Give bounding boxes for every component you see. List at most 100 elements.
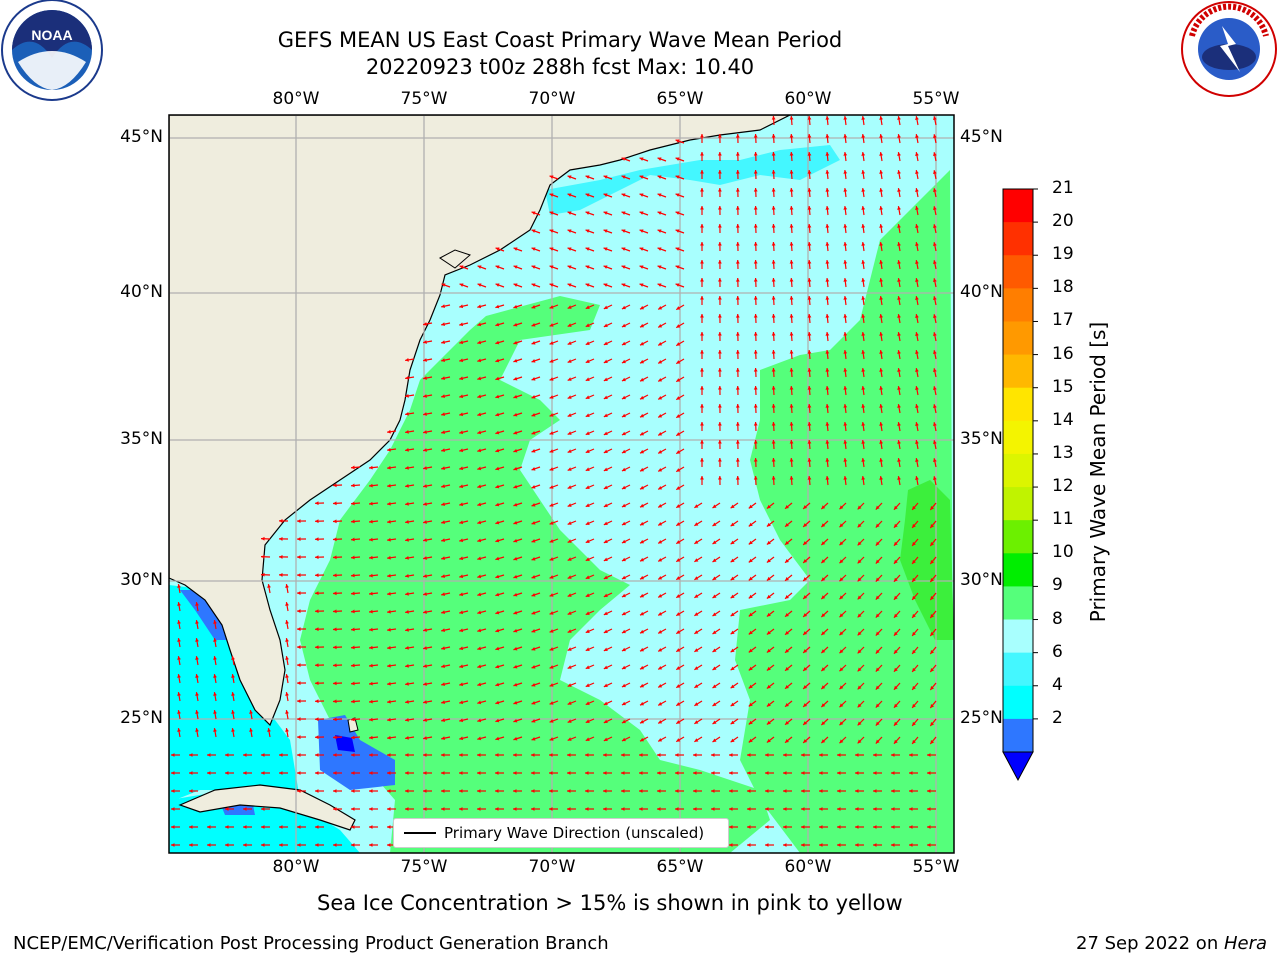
wave-arrow-head [477, 448, 482, 453]
wave-arrow-head [531, 430, 536, 435]
wave-arrow [771, 259, 776, 270]
wave-arrow [927, 771, 936, 775]
wave-arrow-head [771, 440, 776, 444]
wave-arrow [177, 728, 181, 738]
wave-arrow [789, 457, 794, 468]
wave-arrow [843, 421, 848, 432]
wave-arrow [807, 169, 812, 180]
wave-arrow-head [315, 789, 319, 793]
wave-arrow-head [531, 520, 536, 525]
wave-arrow [278, 518, 289, 523]
wave-arrow [314, 627, 325, 632]
wave-arrow [549, 574, 559, 579]
wave-arrow-head [405, 681, 409, 686]
wave-arrow-head [909, 771, 913, 775]
wave-arrow [296, 645, 307, 649]
wave-arrow [712, 646, 721, 653]
wave-arrow [784, 592, 793, 600]
wave-arrow-head [297, 555, 301, 559]
wave-arrow-head [640, 305, 645, 310]
wave-arrow-head [459, 664, 464, 669]
wave-arrow-head [369, 681, 373, 686]
wave-arrow [802, 646, 811, 654]
wave-arrow-head [825, 242, 830, 246]
wave-arrow-head [477, 265, 482, 269]
wave-arrow-head [658, 648, 663, 652]
wave-arrow-head [441, 322, 446, 327]
wave-arrow [495, 718, 505, 723]
wave-arrow [387, 555, 397, 560]
wave-arrow [700, 169, 704, 180]
wave-arrow [933, 332, 937, 342]
wave-arrow [879, 476, 884, 486]
wave-arrow-head [933, 422, 937, 427]
wave-arrow [405, 465, 415, 470]
wave-arrow [873, 789, 882, 793]
wave-arrow [861, 224, 866, 234]
wave-arrow [748, 718, 757, 725]
wave-arrow-head [735, 170, 740, 174]
wave-arrow [807, 421, 812, 432]
wave-arrow [387, 447, 397, 452]
wave-arrow-head [789, 458, 794, 462]
wave-arrow-head [459, 430, 464, 435]
wave-arrow-head [477, 520, 482, 525]
wave-arrow-head [477, 628, 482, 633]
wave-arrow-head [694, 666, 699, 670]
wave-arrow [513, 789, 522, 793]
wave-arrow-head [807, 458, 812, 462]
wave-arrow [441, 718, 451, 723]
wave-arrow-head [195, 638, 199, 642]
wave-arrow-head [495, 736, 500, 741]
wave-arrow [909, 807, 918, 811]
wave-arrow-head [915, 188, 919, 192]
wave-arrow [549, 628, 559, 633]
wave-arrow [477, 520, 487, 525]
colorbar-segment [1003, 189, 1033, 223]
wave-arrow [861, 188, 866, 198]
wave-arrow [296, 717, 307, 721]
wave-arrow-head [513, 412, 518, 417]
wave-arrow [700, 475, 704, 486]
wave-arrow-head [225, 753, 229, 757]
wave-arrow-head [694, 576, 699, 580]
wave-arrow-head [513, 592, 518, 597]
wave-arrow-head [549, 593, 554, 597]
wave-arrow [603, 412, 613, 418]
wave-arrow-head [839, 649, 844, 654]
wave-arrow-head [857, 541, 862, 546]
wave-arrow-head [675, 139, 680, 143]
wave-arrow [784, 520, 793, 528]
wave-arrow [915, 458, 919, 468]
wave-arrow [621, 610, 631, 616]
wave-arrow [717, 475, 722, 486]
wave-arrow-head [423, 538, 427, 542]
wave-arrow [621, 592, 631, 598]
wave-arrow [441, 556, 451, 561]
wave-arrow-head [712, 612, 717, 616]
wave-arrow [807, 457, 812, 468]
wave-arrow [177, 674, 181, 684]
wave-arrow [694, 700, 703, 707]
wave-arrow [585, 789, 594, 793]
wave-arrow [249, 728, 253, 738]
wave-arrow-head [675, 283, 680, 287]
wave-arrow-head [748, 576, 753, 581]
wave-arrow [807, 259, 812, 270]
wave-arrow [933, 188, 937, 198]
wave-arrow-head [694, 738, 699, 742]
wave-arrow [387, 807, 396, 811]
wave-arrow [748, 736, 757, 743]
wave-arrow-head [369, 537, 373, 542]
wave-arrow-head [333, 627, 337, 632]
wave-arrow [513, 484, 523, 489]
wave-arrow [261, 825, 270, 829]
wave-arrow-head [821, 631, 826, 636]
wave-arrow [639, 322, 649, 328]
period-6-8-region-north [545, 145, 840, 215]
wave-arrow [603, 574, 613, 580]
wave-arrow-head [441, 646, 446, 651]
latitude-label: 30°N [120, 570, 163, 590]
wave-arrow-head [891, 807, 895, 811]
wave-arrow [603, 247, 613, 252]
